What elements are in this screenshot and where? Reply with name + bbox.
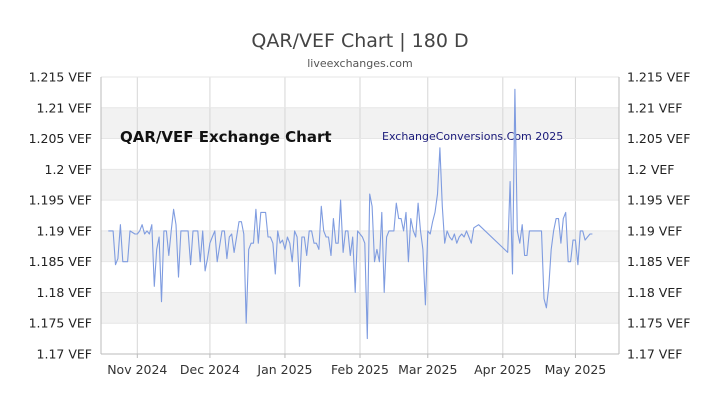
series-layer	[108, 88, 593, 340]
y-tick-label-left: 1.21 VEF	[37, 100, 92, 115]
series-line	[108, 88, 593, 340]
vertical-gridlines	[136, 77, 576, 354]
y-tick-label-right: 1.175 VEF	[627, 316, 690, 331]
y-tick-label-right: 1.2 VEF	[627, 162, 675, 177]
x-axis: Nov 2024 Dec 2024 Jan 2025 Feb 2025 Mar 2025…	[107, 354, 606, 377]
y-tick-label-left: 1.185 VEF	[29, 254, 92, 269]
x-tick-label: May 2025	[545, 362, 607, 377]
y-tick-label-left: 1.17 VEF	[37, 347, 92, 362]
watermark-text: ExchangeConversions.Com 2025	[382, 130, 563, 143]
x-tick-label: Apr 2025	[474, 362, 531, 377]
y-tick-label-right: 1.195 VEF	[627, 193, 690, 208]
y-axis-right: 1.17 VEF 1.175 VEF 1.18 VEF 1.185 VEF 1.19 V…	[627, 70, 690, 362]
x-tick-label: Dec 2024	[180, 362, 240, 377]
y-tick-label-left: 1.215 VEF	[29, 70, 92, 85]
y-tick-label-right: 1.185 VEF	[627, 254, 690, 269]
y-tick-label-right: 1.215 VEF	[627, 70, 690, 85]
y-axis-left: 1.17 VEF 1.175 VEF 1.18 VEF 1.185 VEF 1.19 V…	[29, 70, 92, 362]
y-tick-label-right: 1.19 VEF	[627, 223, 682, 238]
y-tick-label-left: 1.18 VEF	[37, 285, 92, 300]
x-tick-label: Nov 2024	[107, 362, 167, 377]
y-tick-label-left: 1.175 VEF	[29, 316, 92, 331]
y-tick-label-left: 1.195 VEF	[29, 193, 92, 208]
y-tick-label-right: 1.21 VEF	[627, 100, 682, 115]
y-tick-label-right: 1.18 VEF	[627, 285, 682, 300]
chart-subtitle: liveexchanges.com	[307, 57, 412, 70]
y-tick-label-left: 1.205 VEF	[29, 131, 92, 146]
y-tick-label-right: 1.205 VEF	[627, 131, 690, 146]
x-tick-label: Mar 2025	[398, 362, 457, 377]
chart-title: QAR/VEF Chart | 180 D	[251, 30, 468, 52]
x-tick-label: Feb 2025	[331, 362, 389, 377]
y-tick-label-right: 1.17 VEF	[627, 347, 682, 362]
y-tick-label-left: 1.2 VEF	[45, 162, 93, 177]
inner-chart-title: QAR/VEF Exchange Chart	[120, 128, 332, 146]
x-tick-label: Jan 2025	[256, 362, 312, 377]
y-tick-label-left: 1.19 VEF	[37, 223, 92, 238]
